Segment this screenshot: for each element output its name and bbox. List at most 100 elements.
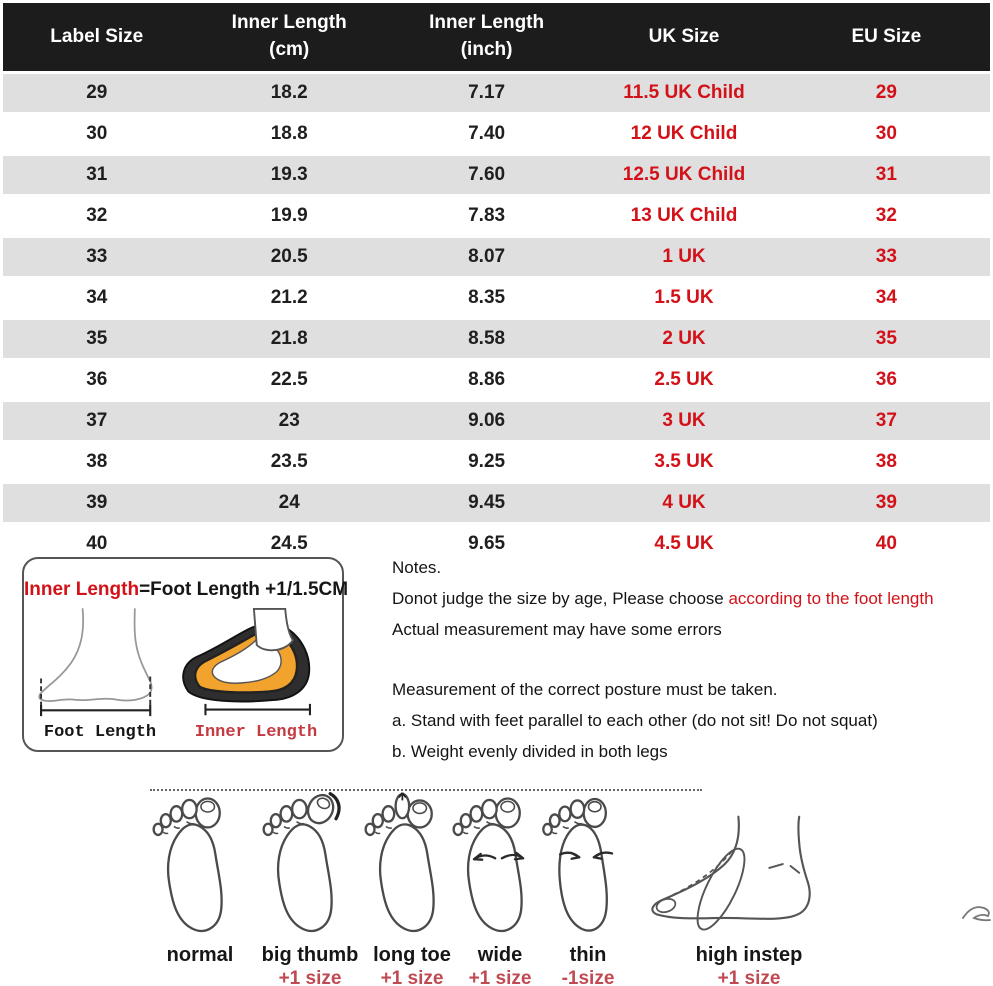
table-row: 40 24.5 9.65 4.5 UK 40 [3,525,990,563]
table-row: 35 21.8 8.58 2 UK 35 [3,320,990,358]
cell-inner-cm: 19.9 [270,205,308,226]
table-row: 31 19.3 7.60 12.5 UK Child 31 [3,156,990,194]
foot-type-size: -1size [561,968,615,986]
foot-type-size: +1 size [278,968,342,986]
foot-type-high-instep: high instep +1 size [638,792,860,986]
cell-eu-size: 40 [875,533,897,554]
shoe-icon [182,607,311,716]
cell-label-size: 30 [86,123,108,144]
table-row: 33 20.5 8.07 1 UK 33 [3,238,990,276]
cell-uk-size: 13 UK Child [630,205,738,226]
formula-inner-length: Inner Length [24,579,140,600]
foot-type-name: wide [477,944,523,966]
foot-type-thin: thin -1size [533,792,643,986]
cell-label-size: 35 [86,328,108,349]
cell-label-size: 36 [86,369,108,390]
notes-line-2: Actual measurement may have some errors [392,620,722,639]
table-row: 37 23 9.06 3 UK 37 [3,402,990,440]
cell-label-size: 32 [86,205,108,226]
cell-inner-inch: 7.60 [468,164,506,185]
notes-line1-red: according to the foot length [728,589,934,608]
cell-uk-size: 12.5 UK Child [622,164,746,185]
cell-inner-cm: 18.8 [270,123,308,144]
foot-type-big-thumb: big thumb +1 size [255,792,365,986]
cell-inner-cm: 24 [278,492,300,513]
header-text: EU Size [851,25,922,47]
table-row: 32 19.9 7.83 13 UK Child 32 [3,197,990,235]
table-row: 38 23.5 9.25 3.5 UK 38 [3,443,990,481]
cell-eu-size: 37 [875,410,897,431]
cell-inner-inch: 9.06 [468,410,506,431]
table-row: 29 18.2 7.17 11.5 UK Child 29 [3,74,990,112]
notes-block: Notes. Donot judge the size by age, Plea… [392,552,990,767]
cell-uk-size: 3 UK [662,410,706,431]
cell-uk-size: 3.5 UK [654,451,714,472]
cell-eu-size: 30 [875,123,897,144]
foot-type-long-toe: long toe +1 size [357,792,467,986]
table-row: 39 24 9.45 4 UK 39 [3,484,990,522]
cell-inner-inch: 8.07 [468,246,506,267]
foot-type-size: +1 size [468,968,532,986]
foot-type-name: high instep [695,944,803,966]
table-row: 34 21.2 8.35 1.5 UK 34 [3,279,990,317]
notes-line-3: Measurement of the correct posture must … [392,680,778,699]
cell-uk-size: 2.5 UK [654,369,714,390]
cell-inner-inch: 7.40 [468,123,506,144]
table-row: 30 18.8 7.40 12 UK Child 30 [3,115,990,153]
col-header-inner-cm: Inner Length (cm) [190,3,388,71]
header-text: UK Size [648,25,720,47]
cell-inner-cm: 23 [278,410,300,431]
foot-type-name: normal [166,944,234,966]
cell-eu-size: 33 [875,246,897,267]
cell-inner-inch: 7.17 [468,82,506,103]
foot-length-label: Foot Length [43,723,157,742]
table-header-row: Label Size Inner Length (cm) Inner Length… [3,3,990,71]
header-text: (inch) [460,39,513,60]
cell-inner-inch: 9.45 [468,492,506,513]
footprint-wide-icon [452,797,525,933]
header-text: (cm) [269,39,310,60]
cell-eu-size: 35 [875,328,897,349]
foot-type-name: thin [569,944,607,966]
cell-inner-cm: 21.8 [270,328,308,349]
notes-line-4: a. Stand with feet parallel to each othe… [392,711,878,730]
cell-uk-size: 1.5 UK [654,287,714,308]
foot-type-wide: wide +1 size [445,792,555,986]
cell-inner-inch: 8.58 [468,328,506,349]
cell-eu-size: 36 [875,369,897,390]
header-text: Inner Length [429,12,545,34]
cell-uk-size: 4.5 UK [654,533,714,554]
foot-type-name: big thumb [261,944,359,966]
cell-uk-size: 4 UK [662,492,706,513]
cell-inner-cm: 23.5 [270,451,308,472]
header-text: Inner Length [231,12,347,34]
high-instep-foot-icon [651,815,811,931]
cell-label-size: 29 [86,82,108,103]
cell-inner-inch: 9.65 [468,533,506,554]
col-header-inner-inch: Inner Length (inch) [387,3,586,71]
col-header-eu-size: EU Size [782,3,990,71]
cell-eu-size: 29 [875,82,897,103]
cell-eu-size: 31 [875,164,897,185]
footprint-big-thumb-icon [262,792,341,933]
cell-inner-cm: 20.5 [270,246,308,267]
notes-line-5: b. Weight evenly divided in both legs [392,742,668,761]
cell-uk-size: 12 UK Child [630,123,738,144]
cell-label-size: 33 [86,246,108,267]
cell-inner-inch: 8.86 [468,369,506,390]
foot-outline-icon [38,608,153,717]
cell-inner-inch: 7.83 [468,205,506,226]
cropped-doodle-icon [962,906,991,922]
measure-formula-title: Inner Length=Foot Length +1/1.5CM [24,579,348,601]
cell-inner-inch: 8.35 [468,287,506,308]
cell-label-size: 38 [86,451,108,472]
notes-line-1: Donot judge the size by age, Please choo… [392,583,990,614]
cell-inner-cm: 19.3 [270,164,308,185]
cell-label-size: 37 [86,410,108,431]
cell-label-size: 34 [86,287,108,308]
cell-label-size: 40 [86,533,108,554]
notes-heading: Notes. [392,558,442,577]
foot-type-normal: normal [145,792,255,967]
cell-inner-cm: 22.5 [270,369,308,390]
